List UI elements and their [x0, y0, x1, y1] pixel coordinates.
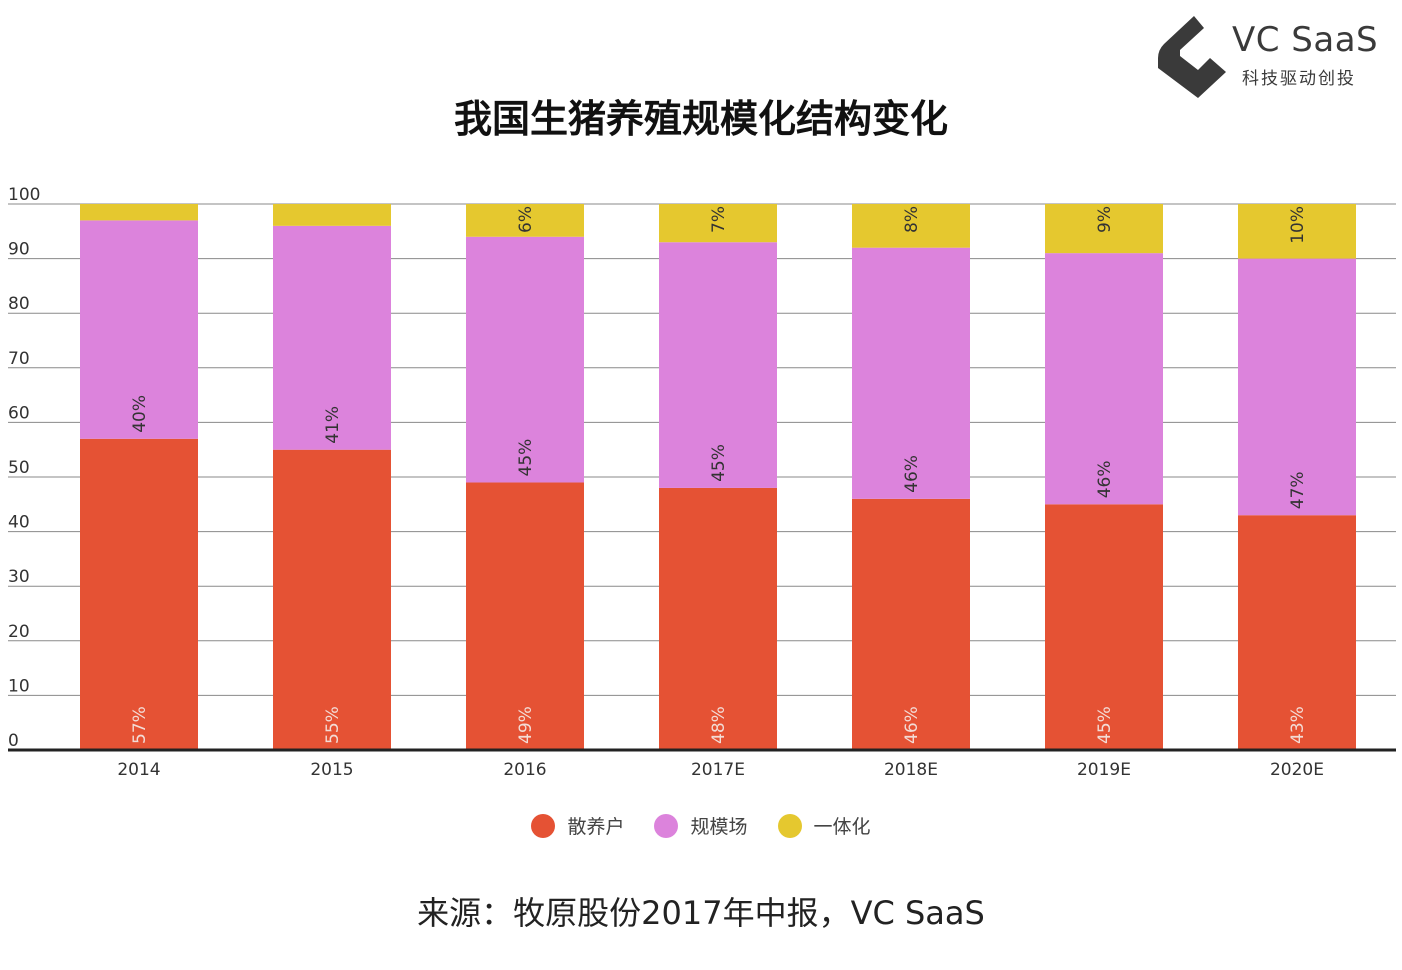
bar-segment [80, 220, 198, 439]
source-note: 来源：牧原股份2017年中报，VC SaaS [417, 894, 985, 932]
data-label: 6% [516, 206, 536, 233]
data-label: 46% [1095, 461, 1115, 499]
bar-segment [1045, 204, 1163, 254]
bar-segment [1238, 204, 1356, 259]
bar-segment [852, 247, 970, 499]
legend-swatch-scattered [531, 813, 556, 838]
bar-segment [1238, 258, 1356, 516]
legend-label-integrated: 一体化 [813, 816, 871, 838]
data-label: 48% [709, 706, 729, 744]
data-label: 46% [902, 706, 922, 744]
y-tick-label: 90 [8, 240, 30, 260]
data-label: 41% [323, 406, 343, 444]
legend-item-scattered: 散养户 [531, 812, 624, 839]
data-label: 40% [130, 395, 150, 433]
legend-swatch-integrated [777, 813, 802, 838]
bar-segment [466, 236, 584, 483]
y-tick-label: 0 [8, 731, 19, 751]
x-tick-label: 2015 [310, 760, 353, 780]
x-tick-label: 2020E [1270, 760, 1324, 780]
y-tick-label: 100 [8, 185, 40, 205]
data-label: 45% [516, 439, 536, 477]
bar-segment [1045, 253, 1163, 505]
logo-name: VC SaaS [1232, 20, 1379, 60]
bar-segment [80, 438, 198, 750]
data-label: 55% [323, 706, 343, 744]
x-tick-label: 2019E [1077, 760, 1131, 780]
legend-swatch-scale-farm [654, 813, 679, 838]
legend-item-integrated: 一体化 [777, 812, 871, 839]
y-tick-label: 50 [8, 458, 30, 478]
data-label: 45% [709, 444, 729, 482]
data-label: 45% [1095, 706, 1115, 744]
x-tick-label: 2016 [503, 760, 546, 780]
data-label: 46% [902, 455, 922, 493]
bar-segment [466, 482, 584, 750]
y-tick-label: 40 [8, 513, 30, 533]
legend-label-scattered: 散养户 [567, 816, 625, 838]
y-tick-label: 70 [8, 349, 30, 369]
bar-segment [80, 204, 198, 221]
y-tick-label: 80 [8, 294, 30, 314]
data-label: 9% [1095, 206, 1115, 233]
bar-segment [1238, 515, 1356, 750]
stacked-bar-chart: 0 10 20 30 40 50 60 70 80 90 100 57% 40% 2014 55% 41% 20… [8, 185, 1396, 780]
y-tick-label: 30 [8, 567, 30, 587]
bar-segment [659, 204, 777, 243]
bar-segment [273, 204, 391, 226]
chart-legend: 散养户 规模场 一体化 [0, 812, 1402, 839]
logo-tagline: 科技驱动创投 [1242, 69, 1356, 89]
data-label: 10% [1288, 206, 1308, 244]
bar-segment [273, 225, 391, 450]
data-label: 43% [1288, 706, 1308, 744]
x-tick-label: 2018E [884, 760, 938, 780]
legend-item-scale-farm: 规模场 [654, 812, 748, 839]
bar-segment [659, 487, 777, 750]
bar-segment [852, 498, 970, 750]
y-tick-label: 20 [8, 622, 30, 642]
y-tick-label: 10 [8, 676, 30, 696]
bar-segment [852, 204, 970, 248]
data-label: 57% [130, 706, 150, 744]
chart-title: 我国生猪养殖规模化结构变化 [453, 97, 948, 141]
bar-segment [466, 204, 584, 237]
data-label: 49% [516, 706, 536, 744]
y-tick-label: 60 [8, 403, 30, 423]
x-tick-label: 2017E [691, 760, 745, 780]
legend-label-scale-farm: 规模场 [690, 816, 748, 838]
bar-segment [1045, 504, 1163, 750]
x-tick-label: 2014 [117, 760, 160, 780]
data-label: 8% [902, 206, 922, 233]
data-label: 47% [1288, 471, 1308, 509]
data-label: 7% [709, 206, 729, 233]
logo-mark-icon [1158, 16, 1226, 98]
vc-saas-logo: VC SaaS 科技驱动创投 [1158, 14, 1378, 100]
bar-segment [273, 449, 391, 750]
bar-segment [659, 242, 777, 488]
